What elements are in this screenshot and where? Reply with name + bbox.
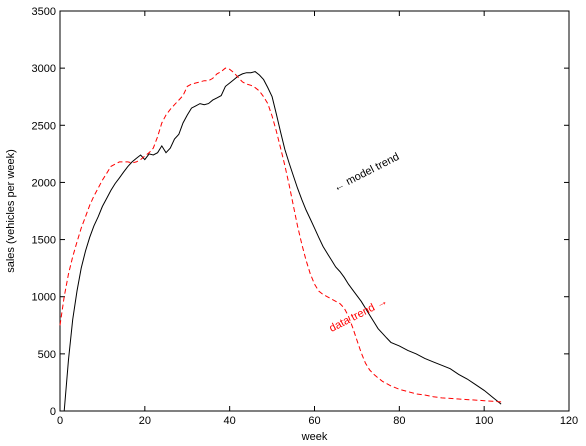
x-tick-label: 120 bbox=[560, 415, 578, 427]
y-tick-label: 3000 bbox=[32, 63, 56, 75]
x-tick-label: 100 bbox=[475, 415, 493, 427]
y-axis: 0 500 1000 1500 2000 2500 3000 3500 bbox=[32, 6, 569, 418]
x-tick-label: 60 bbox=[308, 415, 320, 427]
series-line-data-trend bbox=[59, 67, 502, 403]
y-tick-label: 500 bbox=[38, 349, 56, 361]
series-lines bbox=[59, 67, 502, 412]
y-tick-label: 3500 bbox=[32, 6, 56, 18]
y-tick-label: 2500 bbox=[32, 120, 56, 132]
y-tick-label: 1500 bbox=[32, 235, 56, 247]
x-axis: 0 20 40 60 80 100 120 bbox=[57, 11, 578, 427]
x-tick-label: 80 bbox=[393, 415, 405, 427]
y-tick-label: 2000 bbox=[32, 177, 56, 189]
x-tick-label: 20 bbox=[139, 415, 151, 427]
plot-area bbox=[59, 10, 570, 412]
x-tick-label: 0 bbox=[57, 415, 63, 427]
y-tick-label: 0 bbox=[50, 406, 56, 418]
x-axis-title: week bbox=[301, 431, 328, 443]
y-tick-label: 1000 bbox=[32, 292, 56, 304]
y-axis-title: sales (vehicles per week) bbox=[5, 149, 17, 273]
series-line-model-trend bbox=[63, 71, 502, 412]
x-tick-label: 40 bbox=[224, 415, 236, 427]
